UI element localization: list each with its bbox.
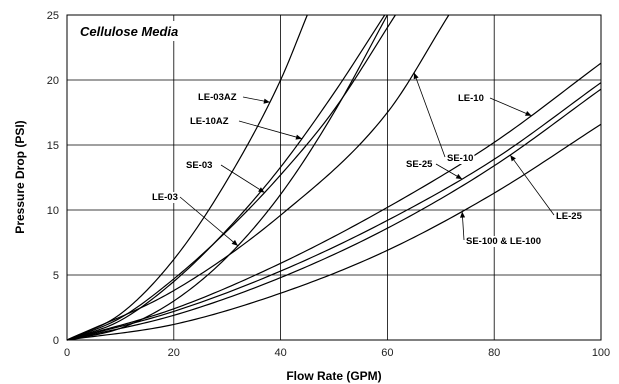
curve-le-10az (66, 14, 386, 341)
curve-se-100-and-le-100 (66, 123, 602, 341)
leader-se-10 (413, 72, 446, 158)
x-tick-label: 80 (488, 347, 500, 359)
arrowhead-se-10 (413, 72, 419, 80)
y-tick-label: 0 (53, 335, 59, 347)
label-bg-se-25 (405, 159, 435, 170)
y-tick-label: 20 (47, 75, 59, 87)
label-bg-se-10 (446, 153, 475, 164)
label-se-03: SE-03 (186, 160, 212, 171)
label-bg-se-03 (185, 160, 214, 171)
leader-le-10 (489, 97, 532, 117)
arrowhead-le-10az (295, 134, 302, 140)
label-bg-le-25 (555, 211, 584, 222)
y-tick-label: 15 (47, 140, 59, 152)
y-tick-label: 25 (47, 10, 59, 22)
arrowhead-se-25 (455, 173, 463, 180)
y-tick-labels: 0 5 10 15 20 25 (47, 10, 59, 347)
arrowhead-le-10 (525, 111, 532, 116)
curve-se-10 (66, 14, 450, 341)
x-tick-label: 0 (64, 347, 70, 359)
y-axis-title: Pressure Drop (PSI) (13, 120, 27, 233)
plot-frame (66, 14, 602, 341)
leader-le-10az (238, 120, 303, 140)
leader-le-25 (509, 154, 555, 216)
leader-le-03 (179, 196, 239, 247)
curve-le-03 (66, 14, 388, 341)
x-tick-label: 60 (381, 347, 393, 359)
label-le-03az: LE-03AZ (198, 92, 237, 103)
label-le-10az: LE-10AZ (190, 116, 229, 127)
chart-subtitle: Cellulose Media (80, 24, 178, 39)
label-bg-le-03 (151, 192, 179, 203)
x-tick-label: 40 (274, 347, 286, 359)
arrowhead-se-100-and-le-100 (460, 211, 466, 218)
label-le-25: LE-25 (556, 211, 583, 222)
curve-se-25 (66, 82, 602, 341)
grid-lines (67, 15, 601, 340)
subtitle-background (74, 21, 200, 41)
label-leaders (179, 72, 555, 247)
arrowhead-se-03 (258, 187, 265, 193)
curve-le-10 (66, 62, 602, 341)
label-se-25: SE-25 (406, 159, 433, 170)
arrowhead-le-03 (231, 239, 238, 246)
x-tick-label: 20 (168, 347, 180, 359)
x-axis-title: Flow Rate (GPM) (286, 369, 381, 383)
label-se-10: SE-10 (447, 153, 473, 164)
curves (66, 14, 602, 341)
curve-labels: LE-03AZ LE-10AZ SE-03 LE-03 SE-10 LE-10 SE-25 L… (151, 92, 584, 247)
leader-se-03 (220, 164, 265, 193)
y-tick-label: 5 (53, 270, 59, 282)
curve-le-25 (66, 88, 602, 341)
y-tick-label: 10 (47, 205, 59, 217)
arrowhead-le-25 (510, 155, 516, 162)
label-se-100-and-le-100: SE-100 & LE-100 (466, 236, 541, 247)
label-bg-le-03az (197, 92, 238, 103)
arrowhead-le-03az (263, 98, 270, 104)
label-bg-le-10az (189, 116, 230, 127)
label-le-03: LE-03 (152, 192, 178, 203)
x-tick-label: 100 (592, 347, 610, 359)
label-bg-le-10 (457, 93, 485, 104)
label-le-10: LE-10 (458, 93, 484, 104)
label-bg-se-100-and-le-100 (465, 236, 542, 247)
x-tick-labels: 0 20 40 60 80 100 (64, 347, 610, 359)
